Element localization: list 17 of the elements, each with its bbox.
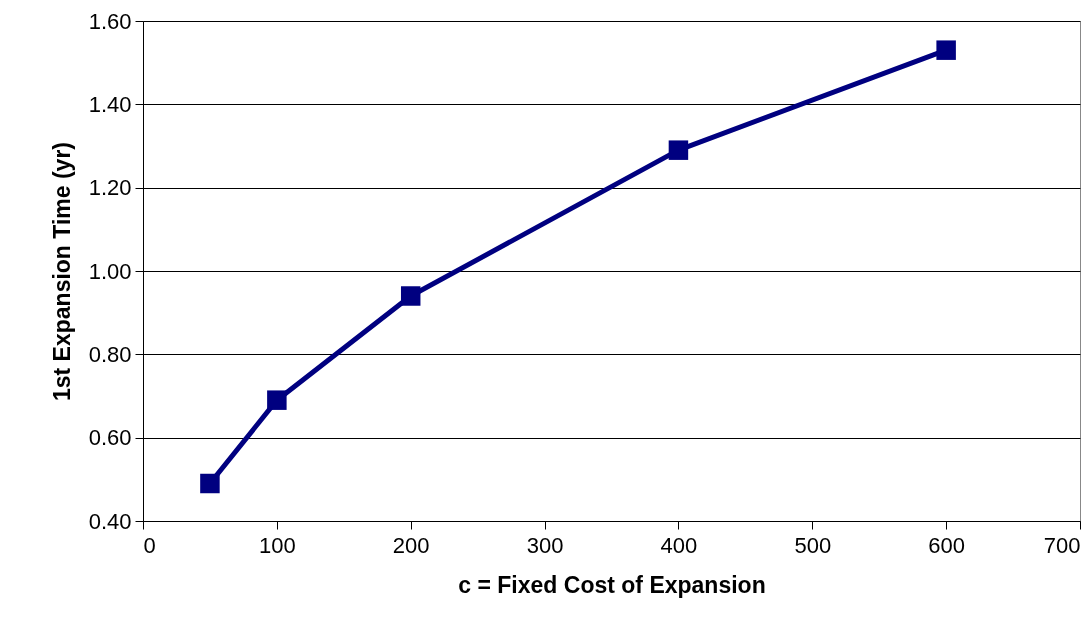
y-axis-title: 1st Expansion Time (yr)	[48, 141, 75, 402]
x-tick-label: 400	[660, 532, 698, 558]
y-tick-label: 1.60	[88, 8, 132, 34]
y-tick-label: 0.80	[88, 341, 132, 367]
y-tick-label: 1.40	[88, 91, 132, 117]
x-tick-label: 200	[392, 532, 430, 558]
y-tick-label: 1.20	[88, 175, 132, 201]
x-tick-label: 600	[928, 532, 965, 558]
x-tick-label: 300	[526, 532, 564, 558]
y-tick-label: 1.00	[88, 258, 132, 284]
x-tick-label: 0	[143, 532, 156, 558]
y-tick-label: 0.40	[88, 508, 132, 534]
x-tick-label: 700	[1043, 532, 1081, 558]
x-tick-label: 500	[794, 532, 832, 558]
y-tick-label: 0.60	[88, 425, 132, 451]
x-tick-label: 100	[259, 532, 296, 558]
x-axis-title: c = Fixed Cost of Expansion	[458, 571, 766, 598]
